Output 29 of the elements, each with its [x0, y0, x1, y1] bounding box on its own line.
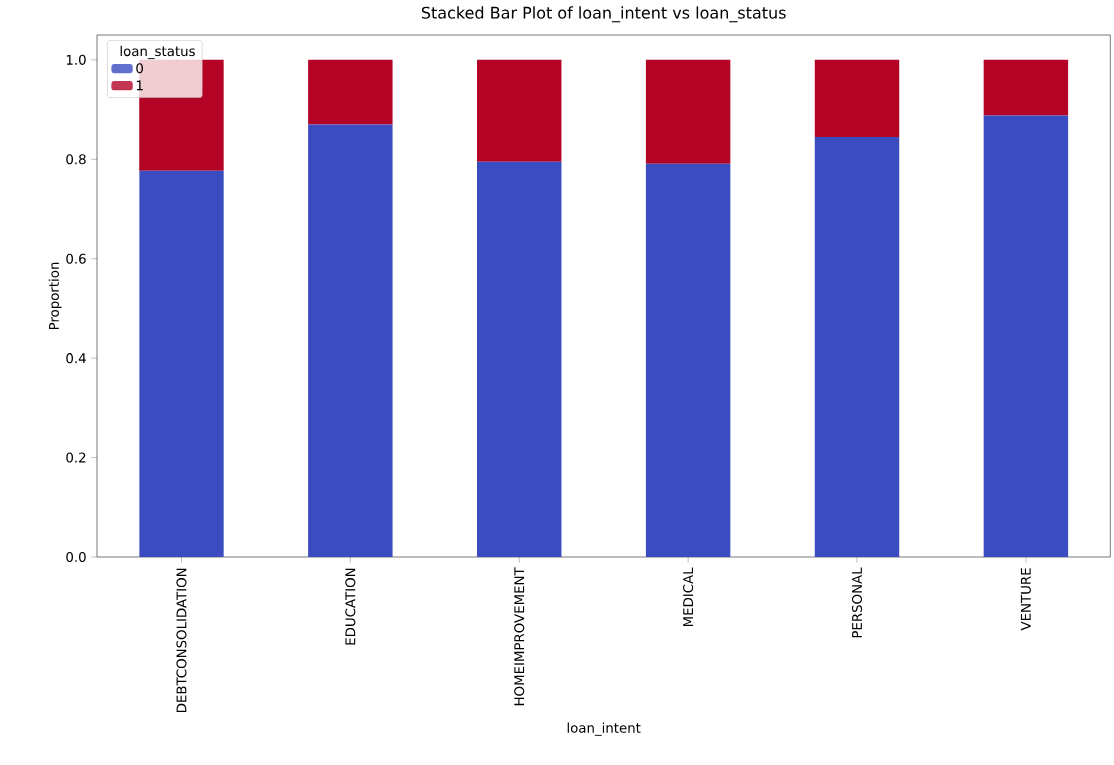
- y-axis-title: Proportion: [48, 262, 62, 330]
- bar: [139, 170, 224, 557]
- x-tick-label: VENTURE: [1020, 568, 1031, 631]
- bar: [645, 59, 731, 164]
- bar: [983, 59, 1069, 116]
- legend-label: 1: [136, 80, 143, 91]
- bar: [814, 136, 900, 557]
- y-tick-label: 0.6: [66, 253, 86, 264]
- bar: [645, 163, 731, 557]
- bar: [477, 161, 562, 557]
- bar: [308, 59, 393, 125]
- chart-title: Stacked Bar Plot of loan_intent vs loan_status: [421, 6, 786, 23]
- x-tick-label: MEDICAL: [683, 567, 694, 627]
- x-axis-title: loan_intent: [567, 722, 641, 736]
- legend-label: 0: [136, 63, 144, 74]
- y-tick-label: 0.0: [66, 551, 86, 563]
- bar: [477, 59, 562, 162]
- y-tick-label: 0.8: [66, 154, 86, 165]
- x-tick-label: EDUCATION: [345, 568, 356, 645]
- legend-title: loan_status: [120, 45, 195, 60]
- x-tick-label: DEBTCONSOLIDATION: [176, 568, 187, 713]
- y-tick-label: 1.0: [66, 54, 86, 65]
- x-tick-label: PERSONAL: [851, 567, 863, 638]
- bar: [983, 115, 1069, 557]
- x-tick-label: HOMEIMPROVEMENT: [514, 567, 525, 706]
- bar: [308, 124, 393, 557]
- y-tick-label: 0.4: [66, 353, 86, 364]
- y-tick-label: 0.2: [66, 452, 86, 463]
- bar: [814, 59, 900, 137]
